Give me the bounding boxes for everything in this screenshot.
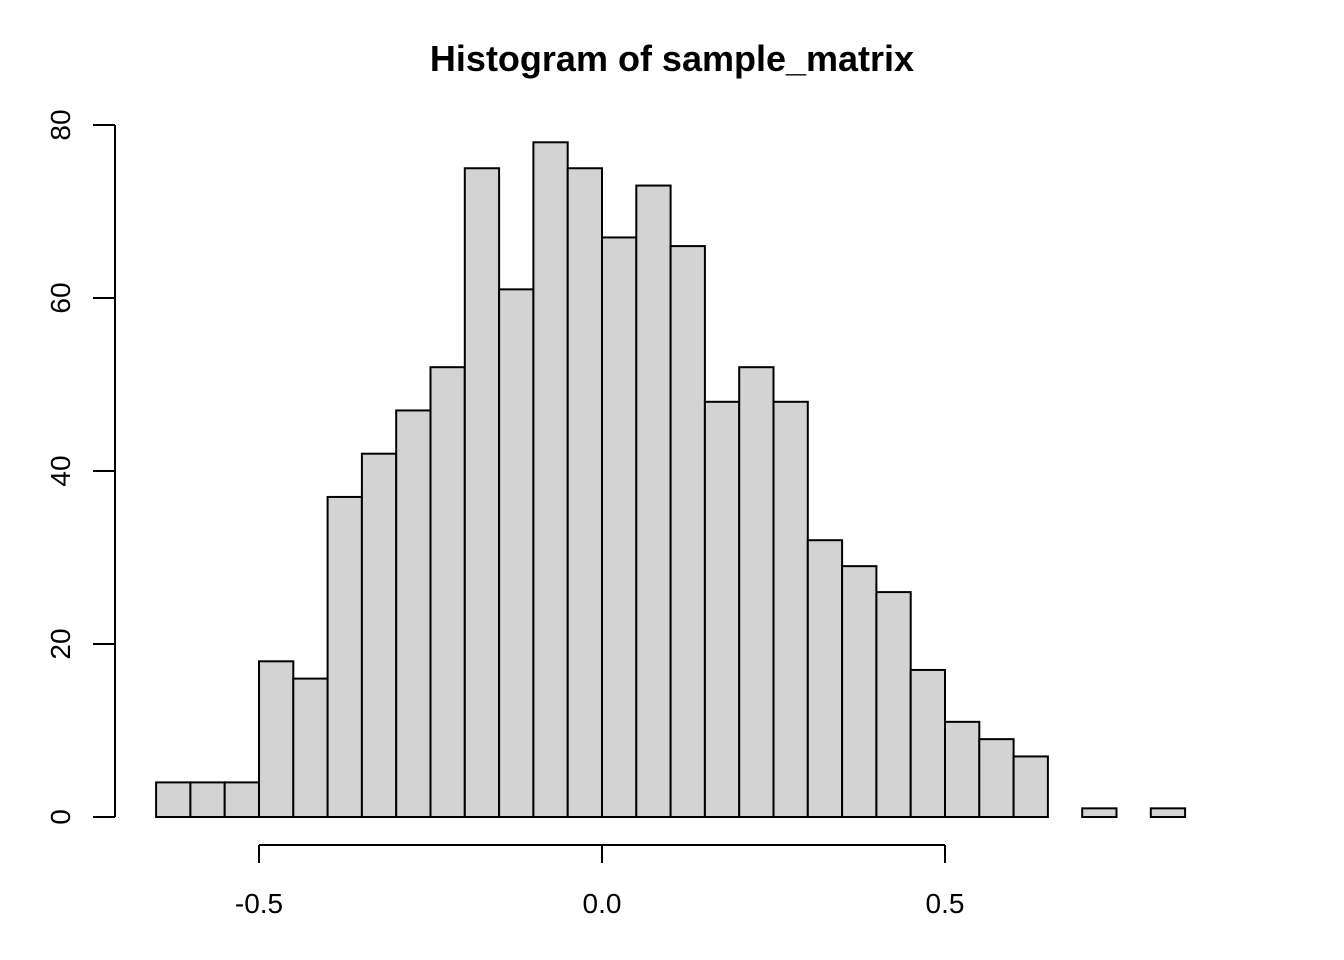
histogram-bar-5 — [326, 495, 363, 818]
histogram-bar-13 — [601, 236, 638, 818]
histogram-bar-1 — [189, 781, 226, 819]
chart-title: Histogram of sample_matrix — [430, 38, 914, 79]
y-tick-label-3: 60 — [45, 282, 76, 313]
histogram-bar-16 — [703, 400, 741, 818]
x-tick-label-1: 0.0 — [583, 888, 622, 919]
histogram-bar-6 — [360, 452, 398, 818]
histogram-bar-29 — [1149, 807, 1187, 818]
x-tick-label-0: -0.5 — [235, 888, 283, 919]
histogram-bar-21 — [875, 591, 912, 818]
histogram-bar-7 — [395, 409, 432, 818]
y-tick-label-0: 0 — [45, 809, 76, 825]
histogram-bar-10 — [498, 288, 535, 819]
histogram-bar-4 — [292, 677, 329, 818]
histogram-bar-15 — [669, 245, 706, 819]
x-tick-label-2: 0.5 — [926, 888, 965, 919]
histogram-bar-23 — [944, 720, 981, 818]
histogram-bar-27 — [1081, 807, 1118, 818]
y-axis: 0 20 40 60 80 — [45, 109, 116, 825]
histogram-bar-25 — [1012, 755, 1049, 819]
y-tick-label-2: 40 — [45, 455, 76, 486]
histogram-bar-11 — [532, 141, 569, 819]
histogram-bar-20 — [841, 565, 878, 819]
histogram-bar-22 — [909, 668, 947, 819]
histogram-bar-8 — [429, 366, 466, 818]
histogram-bar-0 — [155, 781, 192, 819]
histogram-bar-18 — [772, 400, 809, 818]
histogram-bar-17 — [738, 366, 775, 818]
histogram-bar-14 — [635, 184, 672, 819]
histogram-bar-19 — [806, 539, 844, 818]
bars-group — [155, 141, 1187, 819]
histogram-bar-24 — [978, 738, 1015, 819]
y-tick-label-1: 20 — [45, 628, 76, 659]
histogram-bar-12 — [566, 167, 604, 818]
y-tick-label-4: 80 — [45, 109, 76, 140]
histogram-bar-9 — [463, 167, 501, 818]
x-axis: -0.5 0.0 0.5 — [235, 844, 965, 919]
histogram-bar-3 — [258, 660, 295, 818]
histogram-bar-2 — [223, 781, 260, 819]
